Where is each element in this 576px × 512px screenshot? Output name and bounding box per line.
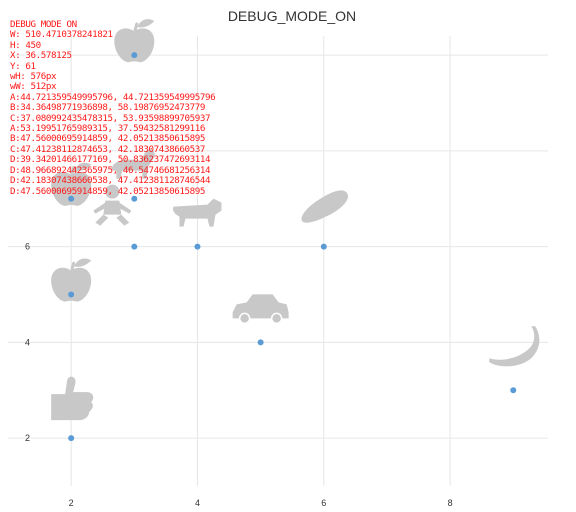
grid: [8, 36, 548, 486]
x-tick-label: 4: [195, 498, 200, 508]
apple-icon: [114, 19, 155, 63]
debug-line: D:48.966892442365975, 46.54746681256314: [10, 164, 211, 176]
apple-icon: [51, 162, 92, 206]
data-point: [194, 243, 201, 250]
data-point: [131, 195, 138, 202]
icons-layer: [51, 19, 540, 421]
data-point: [68, 435, 75, 442]
debug-line: wW: 512px: [10, 81, 57, 93]
debug-line: C:37.080992435478315, 53.93598899705937: [10, 112, 211, 124]
debug-line: B:47.56000695914859, 42.05213850615895: [10, 133, 205, 145]
bread-icon: [301, 190, 349, 223]
data-point: [257, 339, 264, 346]
debug-panel: DEBUG MODE ON W: 510.4710378241821 H: 450 X…: [10, 19, 216, 197]
debug-line: W: 510.4710378241821: [10, 29, 113, 41]
x-tick-label: 2: [69, 498, 74, 508]
debug-line: DEBUG MODE ON: [10, 19, 77, 30]
car-icon: [232, 294, 289, 325]
data-point: [320, 243, 327, 250]
thumbs-up-icon: [51, 376, 94, 421]
data-point: [131, 243, 138, 250]
debug-line: Y: 61: [10, 60, 36, 72]
y-tick-label: 6: [25, 242, 30, 252]
data-point: [131, 52, 138, 59]
banana-icon: [489, 326, 540, 367]
debug-line: B:34.36498771936898, 58.19876952473779: [10, 102, 205, 114]
data-point: [68, 195, 75, 202]
y-tick-label: 2: [25, 433, 30, 443]
baby-icon: [93, 184, 132, 226]
debug-line: A:53.19951765989315, 37.59432581299116: [10, 123, 205, 135]
debug-line: D:39.34201466177169, 50.836237472693114: [10, 154, 211, 166]
debug-line: X: 36.578125: [10, 50, 72, 62]
horse-icon: [111, 149, 155, 179]
tick-labels: 2 4 6 8 2 4 6: [25, 242, 453, 508]
x-tick-label: 6: [321, 498, 326, 508]
debug-line: wH: 576px: [10, 71, 57, 83]
data-point: [68, 291, 75, 298]
apple-icon: [51, 258, 92, 302]
debug-line: C:47.41238112874653, 42.18307438660537: [10, 143, 205, 155]
debug-line: H: 450: [10, 39, 41, 51]
x-tick-label: 8: [448, 498, 453, 508]
cow-icon: [172, 198, 222, 227]
data-point: [510, 387, 517, 394]
debug-line: D:47.56000695914859, 42.05213850615895: [10, 185, 205, 197]
chart-title: DEBUG_MODE_ON: [228, 8, 356, 24]
debug-line: A:44.721359549995796, 44.721359549995796: [10, 91, 216, 103]
points-layer: [68, 52, 517, 442]
y-tick-label: 4: [25, 337, 30, 347]
debug-line: D:42.18307438660538, 47.412381128746544: [10, 175, 211, 187]
